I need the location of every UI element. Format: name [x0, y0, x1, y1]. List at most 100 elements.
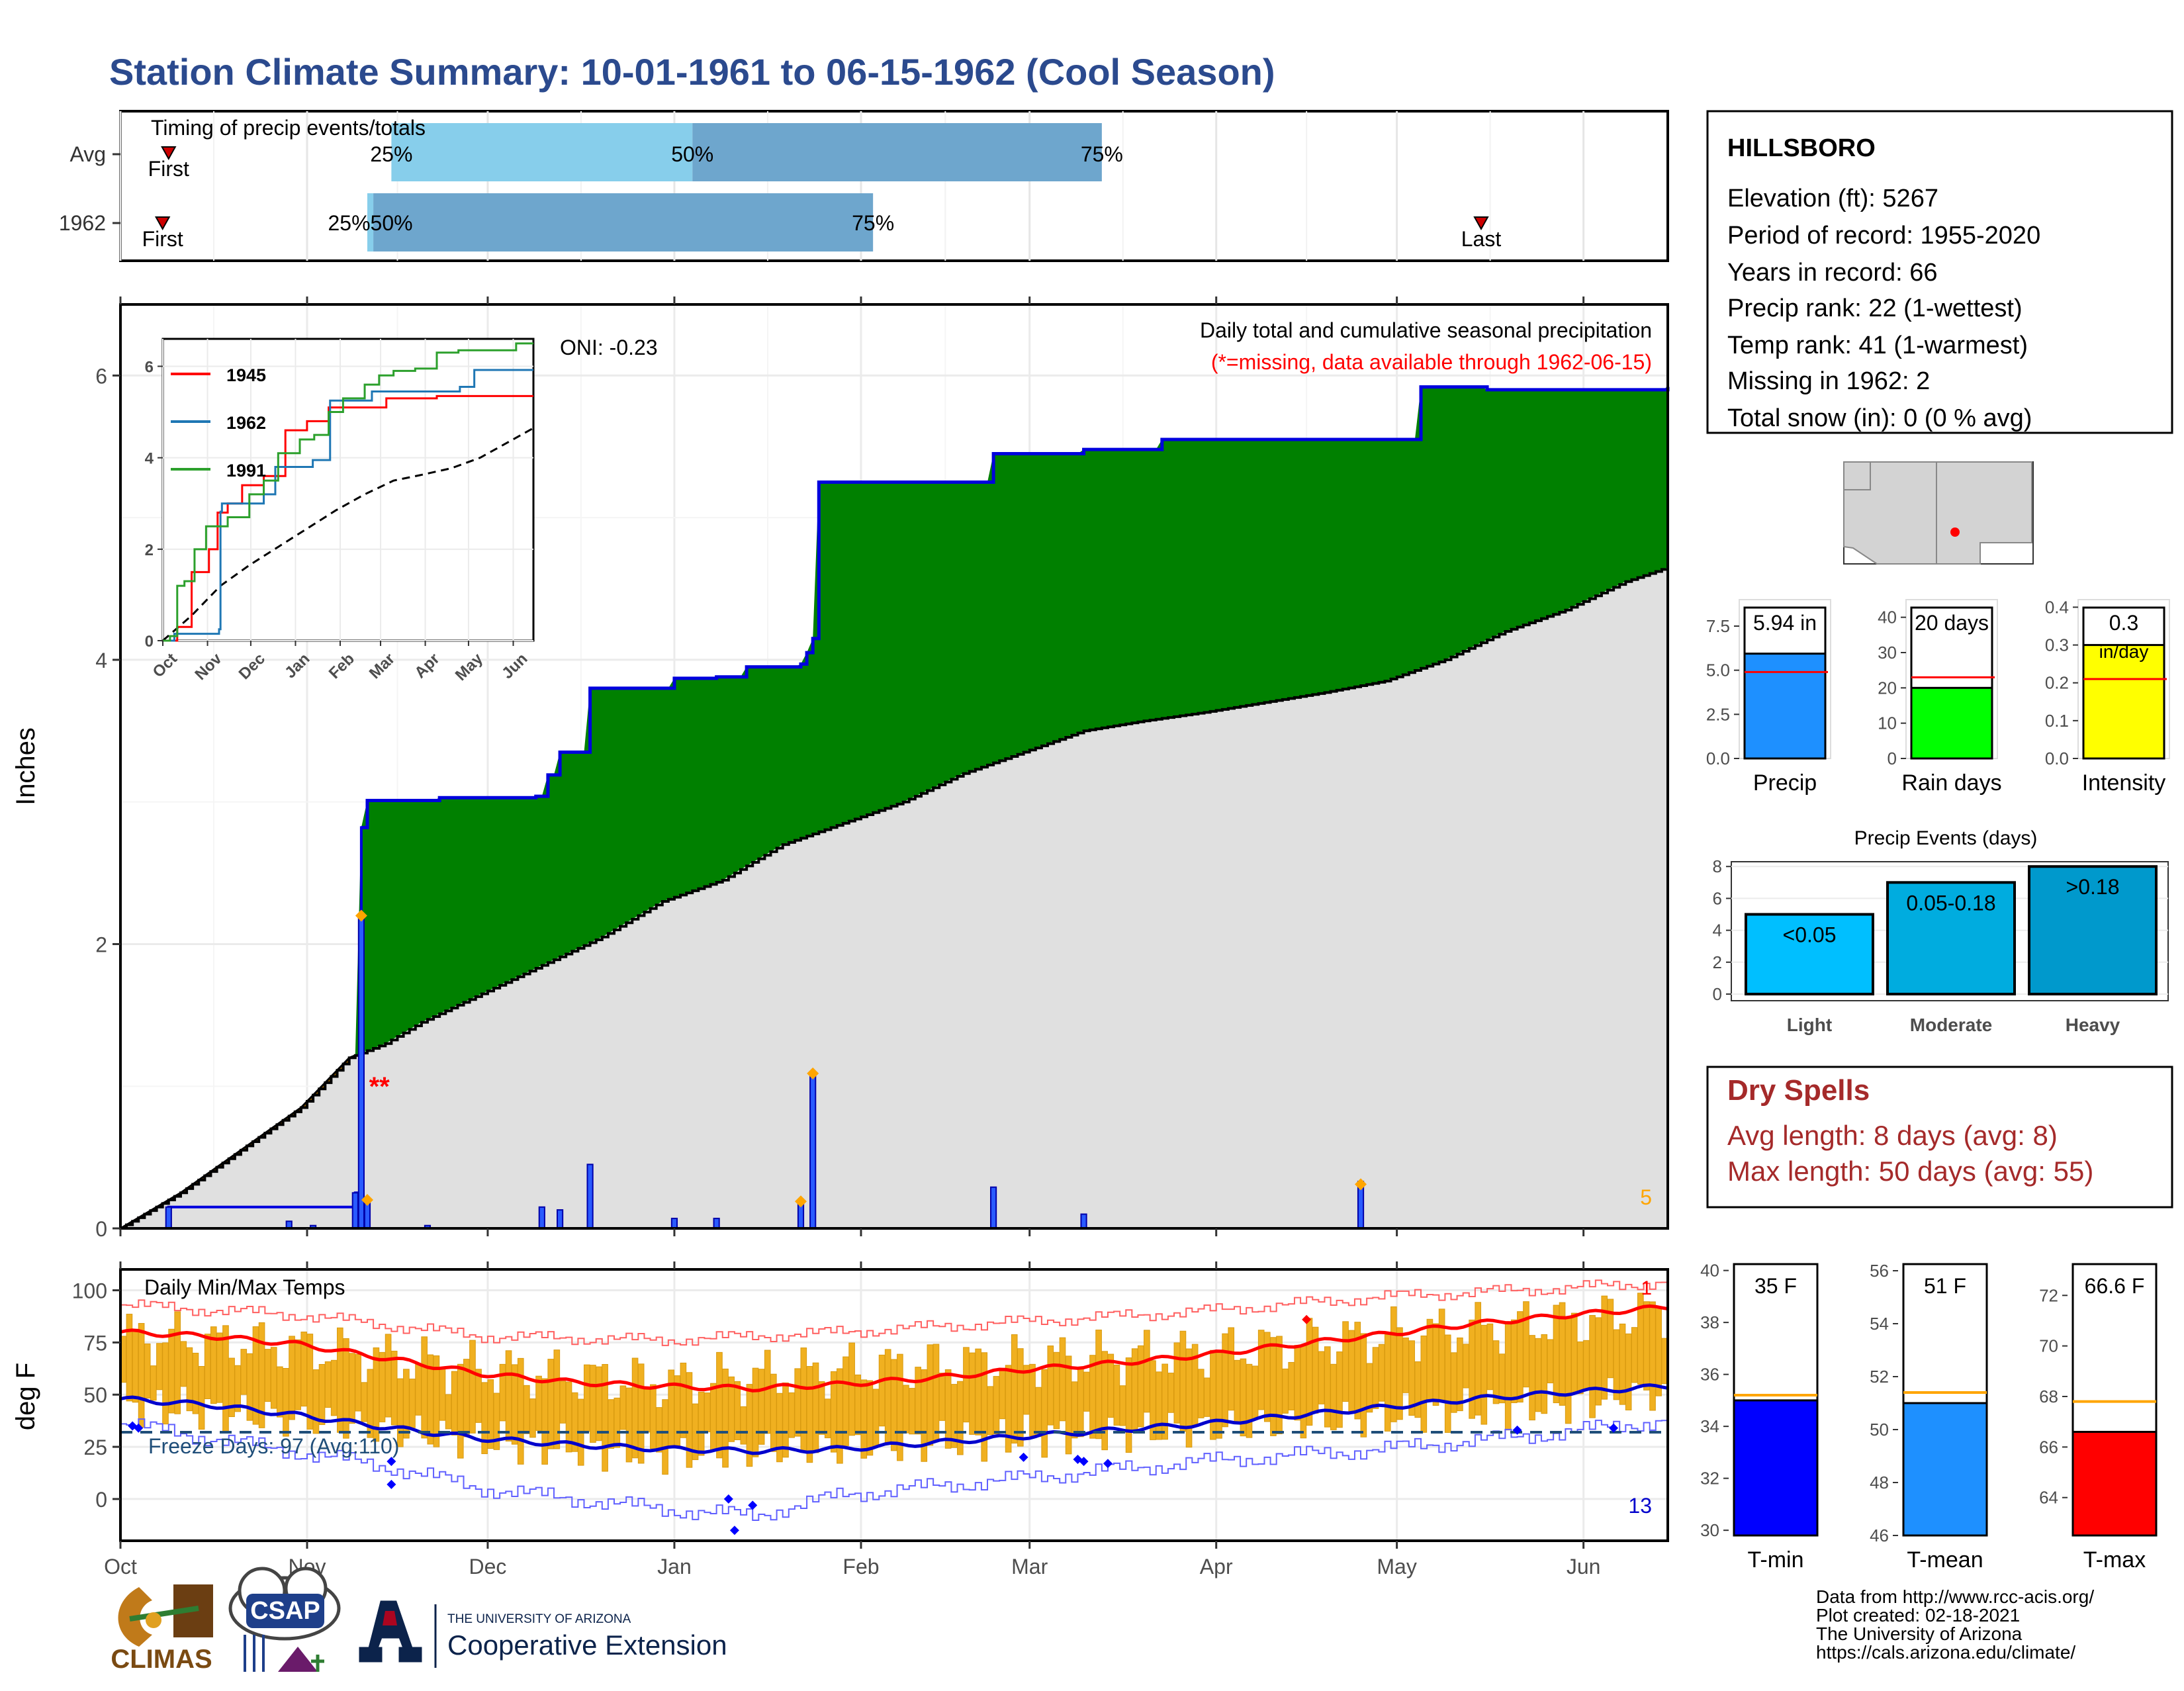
daily-temp-bar	[1041, 1369, 1048, 1458]
temp-summary-y-tick-label: 48	[1870, 1473, 1889, 1492]
daily-temp-bar	[704, 1393, 711, 1433]
daily-temp-bar	[963, 1347, 970, 1423]
summary-y-tick-label: 20	[1878, 678, 1897, 698]
events-bar-label: 0.05-0.18	[1906, 891, 1995, 915]
daily-temp-bar	[1463, 1344, 1469, 1389]
timing-1962-last-marker	[1473, 216, 1489, 231]
daily-temp-bar	[409, 1379, 416, 1428]
daily-temp-bar	[126, 1314, 133, 1402]
summary-y-tick-label: 0	[1888, 749, 1897, 768]
daily-temp-bar	[938, 1373, 946, 1421]
daily-temp-bar	[379, 1351, 386, 1422]
daily-temp-bar	[1378, 1344, 1385, 1402]
daily-temp-bar	[764, 1349, 771, 1434]
daily-temp-bar	[295, 1339, 301, 1410]
precip-y-tick-label: 0	[95, 1217, 107, 1241]
daily-temp-bar	[1384, 1334, 1391, 1432]
temp-summary-y-tick-label: 46	[1870, 1526, 1889, 1545]
daily-temp-bar	[1486, 1323, 1494, 1391]
record-daily-diamond	[1355, 1178, 1367, 1191]
record-daily-diamond	[355, 909, 367, 922]
daily-temp-bar	[559, 1381, 567, 1424]
daily-temp-bar	[162, 1342, 169, 1425]
daily-temp-bar	[174, 1311, 181, 1414]
daily-temp-bar	[198, 1365, 205, 1430]
csap-logo: CSAP	[228, 1567, 341, 1672]
summary-y-tick-label: 0.3	[2045, 635, 2069, 655]
daily-temp-bar	[349, 1353, 355, 1424]
daily-temp-bar	[1107, 1353, 1115, 1418]
temp-summary-y-tick-label: 36	[1700, 1365, 1719, 1385]
daily-temp-bar	[1125, 1357, 1132, 1453]
daily-temp-bar	[909, 1388, 915, 1435]
daily-temp-bar	[1420, 1335, 1428, 1433]
ua-logo: THE UNIVERSITY OF ARIZONA Cooperative Ex…	[359, 1600, 727, 1668]
temp-summary-y-tick-label: 64	[2039, 1488, 2058, 1508]
temp-summary-y-tick-label: 38	[1700, 1312, 1719, 1332]
daily-temp-bar	[439, 1368, 446, 1421]
daily-temp-bar	[927, 1344, 934, 1446]
daily-temp-bar	[915, 1367, 921, 1435]
daily-temp-bar	[1469, 1319, 1475, 1419]
inset-y-tick-label: 4	[145, 450, 154, 468]
temp-panel-title: Daily Min/Max Temps	[144, 1275, 345, 1299]
daily-temp-bar	[240, 1349, 248, 1395]
temp-summary-y-tick-label: 30	[1700, 1520, 1719, 1540]
daily-temp-bar	[788, 1392, 795, 1438]
temp-summary-bar	[2071, 1430, 2158, 1537]
precip-events-chart: Precip Events (days) <0.05 Light 0.05-0.18…	[1713, 827, 2169, 1035]
daily-temp-bar	[390, 1350, 398, 1426]
events-category-label: Heavy	[2066, 1015, 2120, 1035]
daily-temp-bar	[619, 1385, 627, 1430]
timing-1962-first-label: First	[142, 227, 183, 251]
footer-line-2: Plot created: 02-18-2021	[1816, 1605, 2020, 1625]
daily-temp-bar	[1426, 1318, 1433, 1400]
freeze-days-label: Freeze Days: 97 (Avg:110)	[148, 1434, 399, 1458]
temp-summary-value-label: 66.6 F	[2085, 1274, 2145, 1298]
temp-y-tick-label: 75	[83, 1331, 107, 1355]
daily-temp-bar	[1204, 1377, 1210, 1417]
station-elevation: Elevation (ft): 5267	[1727, 185, 1938, 212]
precip-corner-count: 5	[1640, 1185, 1652, 1209]
daily-temp-bar	[1161, 1363, 1168, 1440]
daily-temp-bar	[150, 1365, 157, 1401]
daily-temp-bar	[1300, 1346, 1307, 1439]
daily-temp-bar	[957, 1381, 964, 1455]
daily-temp-bar	[1101, 1351, 1108, 1451]
daily-temp-bar	[222, 1325, 229, 1432]
record-low-diamond	[1079, 1457, 1089, 1467]
daily-temp-bar	[1029, 1363, 1036, 1437]
daily-temp-bar	[1342, 1321, 1349, 1402]
record-daily-diamond	[361, 1194, 373, 1207]
daily-temp-bar	[999, 1368, 1006, 1420]
month-tick-label: Feb	[842, 1555, 879, 1578]
daily-precip-bar	[357, 915, 365, 1229]
daily-temp-bar	[1492, 1340, 1500, 1404]
daily-temp-bar	[355, 1353, 361, 1412]
climas-logo-text: CLIMAS	[111, 1645, 212, 1674]
daily-temp-bar	[812, 1362, 819, 1453]
daily-temp-bar	[1655, 1306, 1662, 1396]
daily-temp-bar	[1583, 1340, 1590, 1389]
daily-temp-bar	[1270, 1337, 1277, 1436]
events-bar-moderate	[1886, 881, 2016, 996]
daily-temp-bar	[156, 1343, 163, 1391]
daily-temp-bar	[318, 1364, 326, 1426]
daily-temp-bar	[1613, 1329, 1620, 1400]
record-low-diamond	[1019, 1452, 1028, 1462]
month-tick-label: Apr	[1200, 1555, 1233, 1578]
summary-y-tick-label: 0.0	[1706, 749, 1730, 768]
daily-temp-bar	[1119, 1385, 1126, 1426]
temp-summary-name: T-max	[2083, 1547, 2146, 1573]
daily-temp-bar	[1372, 1347, 1379, 1409]
daily-temp-bar	[1071, 1381, 1078, 1439]
daily-temp-bar	[469, 1340, 476, 1434]
daily-temp-bar	[1257, 1330, 1265, 1410]
daily-temp-bar	[662, 1399, 668, 1475]
precip-y-tick-label: 6	[95, 364, 107, 388]
daily-temp-bar	[541, 1378, 548, 1465]
daily-temp-bar	[1390, 1306, 1397, 1422]
daily-temp-bar	[1577, 1341, 1584, 1394]
daily-temp-bar	[625, 1387, 633, 1463]
